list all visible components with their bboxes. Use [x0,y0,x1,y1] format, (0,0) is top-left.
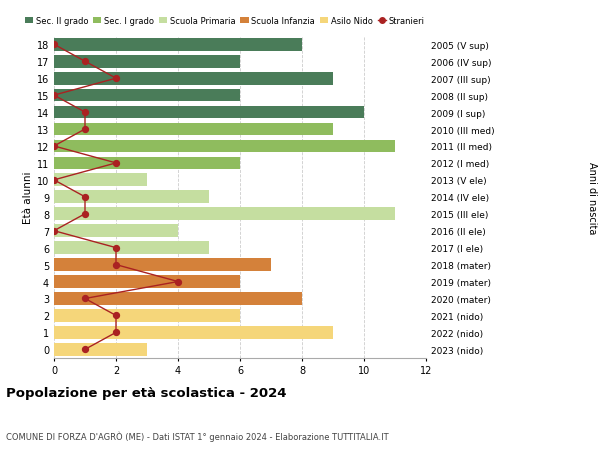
Bar [54,39,302,51]
Text: Popolazione per età scolastica - 2024: Popolazione per età scolastica - 2024 [6,386,287,399]
Text: Anni di nascita: Anni di nascita [587,161,597,234]
Bar [54,56,240,68]
Bar [54,259,271,271]
Point [80,295,90,302]
Y-axis label: Età alunni: Età alunni [23,171,32,224]
Point [80,58,90,66]
Bar [54,208,395,221]
Point [111,245,121,252]
Legend: Sec. II grado, Sec. I grado, Scuola Primaria, Scuola Infanzia, Asilo Nido, Stran: Sec. II grado, Sec. I grado, Scuola Prim… [25,17,424,26]
Point [111,261,121,269]
Bar [54,90,240,102]
Point [80,346,90,353]
Point [80,211,90,218]
Bar [54,191,209,204]
Point [111,75,121,83]
Bar [54,123,333,136]
Point [80,109,90,117]
Bar [54,242,209,254]
Point [111,160,121,167]
Bar [54,292,302,305]
Point [49,92,59,100]
Bar [54,275,240,288]
Bar [54,73,333,85]
Bar [54,174,147,187]
Bar [54,225,178,237]
Bar [54,106,364,119]
Point [49,177,59,184]
Point [49,228,59,235]
Point [111,312,121,319]
Bar [54,326,333,339]
Point [80,194,90,201]
Point [49,143,59,150]
Bar [54,343,147,356]
Point [111,329,121,336]
Bar [54,140,395,153]
Point [80,126,90,134]
Bar [54,309,240,322]
Point [173,278,183,285]
Text: COMUNE DI FORZA D'AGRÒ (ME) - Dati ISTAT 1° gennaio 2024 - Elaborazione TUTTITAL: COMUNE DI FORZA D'AGRÒ (ME) - Dati ISTAT… [6,430,389,441]
Bar [54,157,240,170]
Point [49,41,59,49]
